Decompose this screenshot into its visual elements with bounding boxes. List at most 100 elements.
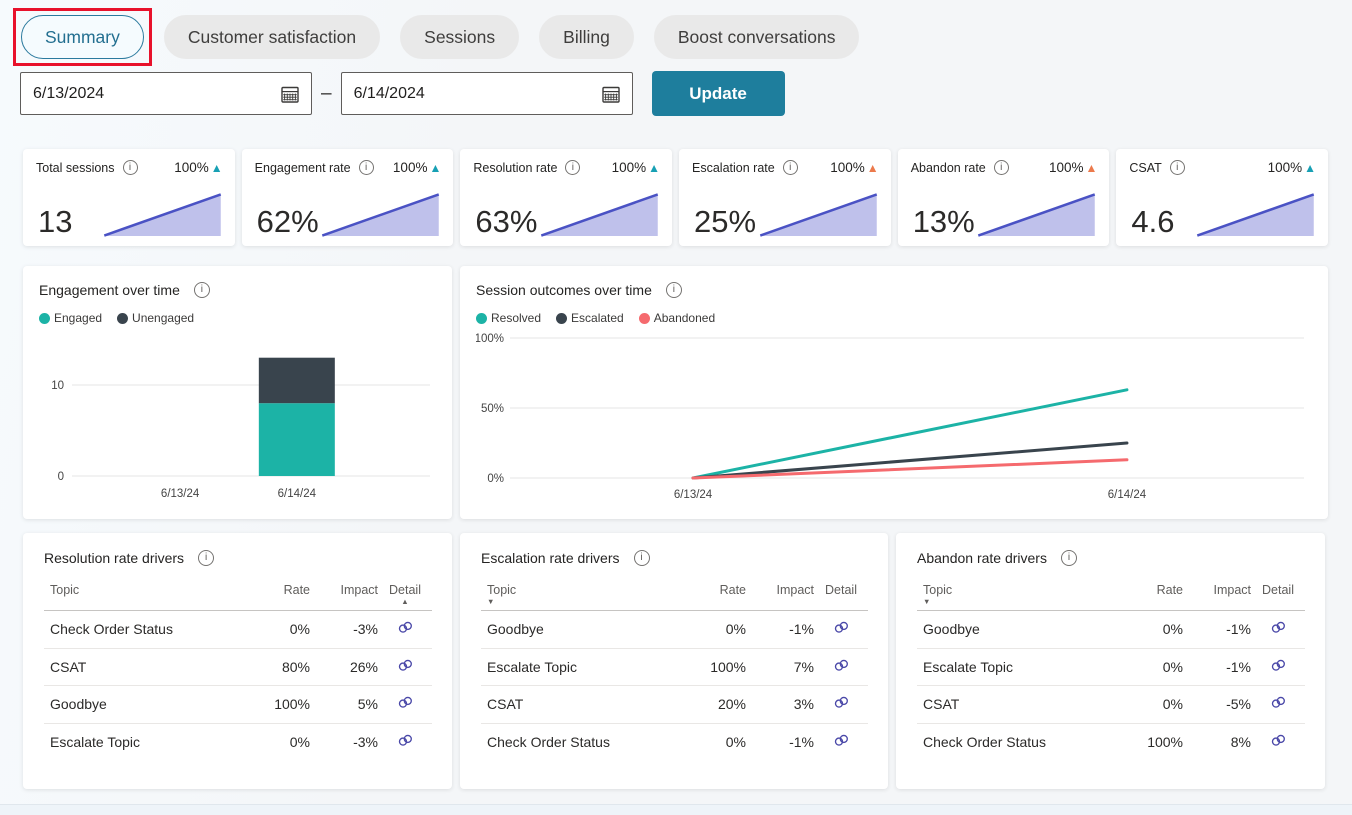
topic-cell: Goodbye xyxy=(923,621,980,638)
topic-cell: CSAT xyxy=(487,696,524,713)
detail-link-icon[interactable] xyxy=(833,733,850,748)
legend-dot xyxy=(117,312,129,324)
table-title: Escalation rate drivers xyxy=(481,550,620,566)
detail-cell xyxy=(1251,658,1305,676)
analytics-tab-bar: Summary Customer satisfaction Sessions Bill… xyxy=(0,0,1352,66)
tab-sessions[interactable]: Sessions xyxy=(400,15,520,59)
impact-cell: -3% xyxy=(353,734,378,751)
trend-up-icon: ▲ xyxy=(429,160,442,175)
kpi-value: 13 xyxy=(38,204,73,239)
kpi-value: 63% xyxy=(475,204,538,239)
detail-cell xyxy=(814,658,868,676)
legend-dot xyxy=(556,312,568,324)
column-header-rate[interactable]: Rate xyxy=(283,583,310,597)
start-date-calendar-icon[interactable] xyxy=(279,83,301,105)
kpi-change-value: 100% ▲ xyxy=(1048,160,1098,175)
trend-sparkline xyxy=(1196,193,1315,237)
info-icon[interactable]: i xyxy=(193,282,210,298)
rate-cell: 100% xyxy=(710,658,746,675)
detail-link-icon[interactable] xyxy=(833,620,850,635)
trend-up-icon: ▲ xyxy=(1085,160,1098,175)
table-row: CSAT 80% 26% xyxy=(44,649,432,686)
column-header-rate[interactable]: Rate xyxy=(719,583,746,597)
impact-cell: -5% xyxy=(1226,696,1251,713)
table-header-row: Topic ▼ Rate Impact Detail xyxy=(481,581,868,611)
topic-cell: Escalate Topic xyxy=(487,658,578,675)
detail-link-icon[interactable] xyxy=(1270,733,1287,748)
info-icon[interactable]: i xyxy=(1060,550,1077,566)
update-button[interactable]: Update xyxy=(651,71,785,116)
detail-link-icon[interactable] xyxy=(1270,620,1287,635)
column-header-impact[interactable]: Impact xyxy=(340,583,378,597)
table-row: Goodbye 100% 5% xyxy=(44,686,432,724)
info-icon[interactable]: i xyxy=(1169,160,1185,175)
rate-cell: 20% xyxy=(717,696,746,713)
engagement-over-time-card: Engagement over time i Engaged Unengaged … xyxy=(23,266,452,519)
detail-cell xyxy=(1251,620,1305,638)
detail-cell xyxy=(1251,695,1305,713)
info-icon[interactable]: i xyxy=(665,282,682,298)
column-header-impact[interactable]: Impact xyxy=(776,583,814,597)
outcomes-line-chart: 0% 50% 100% 6/13/24 6/14/24 xyxy=(476,333,1304,500)
svg-text:0: 0 xyxy=(58,471,64,483)
tab-summary[interactable]: Summary xyxy=(21,15,144,59)
column-header-rate[interactable]: Rate xyxy=(1156,583,1183,597)
column-header-topic[interactable]: Topic ▼ xyxy=(923,583,1121,605)
kpi-card-escalation-rate: Escalation rate i 100% ▲ 25% xyxy=(679,149,891,246)
impact-cell: -1% xyxy=(789,621,814,638)
detail-link-icon[interactable] xyxy=(397,658,414,673)
kpi-card-row: Total sessions i 100% ▲ 13 Engagement rate i 10… xyxy=(23,149,1329,246)
topic-cell: Goodbye xyxy=(487,621,544,638)
rate-cell: 0% xyxy=(1162,621,1183,638)
kpi-label: Escalation rate xyxy=(692,160,775,175)
end-date-calendar-icon[interactable] xyxy=(600,83,622,105)
table-row: Goodbye 0% -1% xyxy=(917,611,1305,649)
detail-link-icon[interactable] xyxy=(397,733,414,748)
impact-cell: 3% xyxy=(793,696,814,713)
kpi-value: 13% xyxy=(912,204,975,239)
detail-link-icon[interactable] xyxy=(397,620,414,635)
info-icon[interactable]: i xyxy=(782,160,798,175)
info-icon[interactable]: i xyxy=(565,160,581,175)
detail-link-icon[interactable] xyxy=(833,695,850,710)
info-icon[interactable]: i xyxy=(122,160,138,175)
end-date-input[interactable]: 6/14/2024 xyxy=(340,72,633,115)
info-icon[interactable]: i xyxy=(993,160,1009,175)
column-header-topic[interactable]: Topic xyxy=(50,583,80,597)
svg-text:0%: 0% xyxy=(487,473,504,485)
rate-cell: 0% xyxy=(1162,696,1183,713)
tab-boost-conversations[interactable]: Boost conversations xyxy=(653,15,860,59)
start-date-input[interactable]: 6/13/2024 xyxy=(20,72,312,115)
rate-cell: 0% xyxy=(289,621,310,638)
detail-link-icon[interactable] xyxy=(1270,658,1287,673)
detail-link-icon[interactable] xyxy=(833,658,850,673)
column-header-impact[interactable]: Impact xyxy=(1213,583,1251,597)
sort-desc-icon: ▼ xyxy=(487,597,495,606)
table-row: CSAT 20% 3% xyxy=(481,686,868,724)
info-icon[interactable]: i xyxy=(358,160,374,175)
table-header-row: Topic ▼ Rate Impact Detail xyxy=(917,581,1305,611)
tab-customer-satisfaction[interactable]: Customer satisfaction xyxy=(163,15,381,59)
column-header-detail[interactable]: Detail xyxy=(1262,583,1294,597)
escalation-rate-drivers-card: Escalation rate drivers i Topic ▼ Rate Impact… xyxy=(460,533,888,789)
info-icon[interactable]: i xyxy=(633,550,650,566)
kpi-change-value: 100% ▲ xyxy=(174,160,223,175)
detail-link-icon[interactable] xyxy=(1270,695,1287,710)
outcomes-chart-title: Session outcomes over time xyxy=(476,282,652,298)
kpi-value: 25% xyxy=(694,204,757,239)
trend-sparkline xyxy=(978,193,1096,237)
trend-sparkline xyxy=(759,193,877,237)
tab-billing[interactable]: Billing xyxy=(539,15,634,59)
info-icon[interactable]: i xyxy=(198,550,215,566)
impact-cell: -3% xyxy=(353,621,378,638)
column-header-topic[interactable]: Topic ▼ xyxy=(487,583,684,605)
column-header-detail[interactable]: Detail ▲ xyxy=(378,583,432,605)
table-title: Resolution rate drivers xyxy=(44,550,185,566)
driver-tables-row: Resolution rate drivers i Topic Rate Impact D… xyxy=(23,533,1328,789)
column-header-detail[interactable]: Detail xyxy=(825,583,857,597)
svg-text:6/13/24: 6/13/24 xyxy=(674,489,713,500)
legend-dot xyxy=(638,312,650,324)
svg-text:6/14/24: 6/14/24 xyxy=(1108,489,1147,500)
detail-link-icon[interactable] xyxy=(397,695,414,710)
drivers-table: Topic ▼ Rate Impact Detail Goodbye 0% -1% Escala… xyxy=(917,581,1305,761)
